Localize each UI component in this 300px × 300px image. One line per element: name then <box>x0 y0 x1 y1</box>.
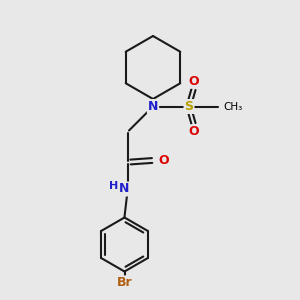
Text: N: N <box>119 182 130 196</box>
Text: CH₃: CH₃ <box>224 101 243 112</box>
Text: N: N <box>148 100 158 113</box>
Text: O: O <box>188 75 199 88</box>
Text: O: O <box>158 154 169 167</box>
Text: Br: Br <box>117 276 132 290</box>
Text: O: O <box>188 125 199 138</box>
Text: H: H <box>110 181 118 191</box>
Text: S: S <box>184 100 194 113</box>
